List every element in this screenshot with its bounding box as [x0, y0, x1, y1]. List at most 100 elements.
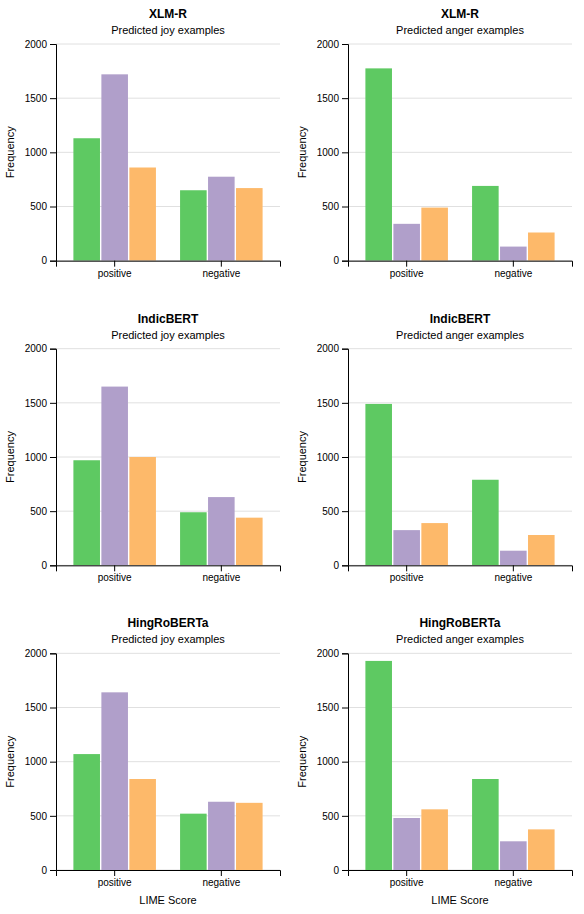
axis-line	[342, 654, 349, 871]
tick-label: 500	[30, 506, 47, 517]
y-axis: 0500100015002000	[317, 343, 349, 571]
tick-label: negative	[494, 877, 532, 888]
axis-line	[50, 349, 57, 566]
panel: 0500100015002000positivenegativeXLM-RPre…	[296, 7, 573, 279]
tick-mark	[50, 457, 56, 458]
bar	[421, 523, 448, 565]
tick-mark	[342, 152, 348, 153]
tick: 2000	[25, 343, 56, 354]
bar	[500, 247, 527, 261]
tick-label: positive	[390, 877, 424, 888]
grid	[56, 653, 280, 870]
tick-label: negative	[494, 268, 532, 279]
tick-mark	[342, 44, 348, 45]
tick-label: negative	[202, 572, 240, 583]
figure: 0 500 1000 1500 2000 positive negative XLM-R Pre…	[0, 0, 584, 914]
tick-label: positive	[390, 268, 424, 279]
panel: 0500100015002000positivenegativeIndicBER…	[4, 312, 281, 584]
bar	[180, 814, 207, 870]
tick-label: positive	[98, 572, 132, 583]
tick: 0	[333, 865, 348, 876]
tick-mark	[50, 98, 56, 99]
tick-mark	[513, 870, 514, 876]
tick: 1000	[317, 147, 348, 158]
bar	[365, 68, 392, 260]
bar	[528, 535, 555, 565]
bar	[236, 803, 263, 870]
panel: 0500100015002000positivenegativeHingRoBE…	[4, 616, 281, 906]
tick-mark	[50, 708, 56, 709]
tick-label: 1000	[25, 756, 48, 767]
tick-mark	[342, 261, 348, 262]
tick-label: 0	[41, 560, 47, 571]
tick-label: negative	[202, 877, 240, 888]
tick-mark	[50, 653, 56, 654]
bar	[73, 138, 100, 260]
tick-label: 1500	[25, 702, 48, 713]
y-axis: 0500100015002000	[25, 648, 57, 876]
bar	[472, 779, 499, 870]
subtitle: Predicted anger examples	[396, 329, 524, 341]
tick-mark	[50, 762, 56, 763]
tick-mark	[50, 261, 56, 262]
axis-line	[349, 566, 573, 572]
tick: 1000	[25, 452, 56, 463]
bar	[500, 551, 527, 566]
axis-line	[57, 566, 281, 572]
tick: negative	[494, 261, 532, 279]
tick-label: 0	[333, 560, 339, 571]
tick-mark	[342, 98, 348, 99]
tick-label: 1000	[317, 452, 340, 463]
bars	[365, 68, 554, 260]
tick: negative	[202, 565, 240, 583]
tick: 0	[333, 560, 348, 571]
tick-mark	[221, 870, 222, 876]
tick-label: 500	[322, 811, 339, 822]
tick-label: 1500	[317, 398, 340, 409]
grid-line	[56, 707, 280, 708]
tick-label: 1000	[317, 756, 340, 767]
subtitle: Predicted joy examples	[111, 633, 225, 645]
tick-label: 1500	[25, 398, 48, 409]
title: IndicBERT	[430, 312, 491, 326]
tick: positive	[390, 261, 424, 279]
bar	[421, 809, 448, 870]
tick-label: 1000	[317, 147, 340, 158]
tick: 2000	[317, 648, 348, 659]
tick-label: 1500	[317, 93, 340, 104]
tick-mark	[50, 565, 56, 566]
tick: positive	[98, 261, 132, 279]
tick-label: 1000	[25, 452, 48, 463]
tick-label: 2000	[317, 39, 340, 50]
x-axis: positive negative	[349, 870, 573, 888]
bar	[101, 74, 128, 260]
tick: 1000	[317, 452, 348, 463]
tick-label: 1500	[25, 93, 48, 104]
bar	[208, 497, 235, 565]
x-axis-label: LIME Score	[431, 894, 488, 906]
title: XLM-R	[149, 7, 187, 21]
tick: 2000	[25, 39, 56, 50]
bar	[101, 692, 128, 870]
tick: 1500	[25, 398, 56, 409]
tick-label: 500	[30, 811, 47, 822]
axis-line	[349, 871, 573, 877]
y-axis: 0500100015002000	[317, 39, 349, 267]
tick-mark	[342, 349, 348, 350]
tick: positive	[98, 870, 132, 888]
tick-mark	[342, 207, 348, 208]
tick-mark	[221, 565, 222, 571]
grid	[348, 44, 572, 261]
bar	[208, 177, 235, 261]
bar	[528, 829, 555, 870]
tick: positive	[390, 565, 424, 583]
tick-mark	[342, 457, 348, 458]
bars	[365, 404, 554, 565]
x-axis: positivenegative	[349, 565, 573, 583]
subtitle: Predicted anger examples	[396, 633, 524, 645]
tick-label: 500	[30, 201, 47, 212]
tick: 1500	[317, 93, 348, 104]
subtitle: Predicted anger examples	[396, 24, 524, 36]
x-axis-label: LIME Score	[139, 894, 196, 906]
tick-label: 0	[333, 865, 339, 876]
